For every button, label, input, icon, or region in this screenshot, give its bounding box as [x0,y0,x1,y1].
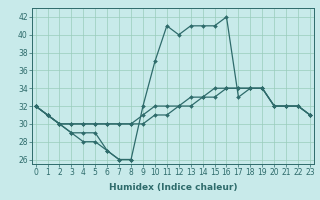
X-axis label: Humidex (Indice chaleur): Humidex (Indice chaleur) [108,183,237,192]
